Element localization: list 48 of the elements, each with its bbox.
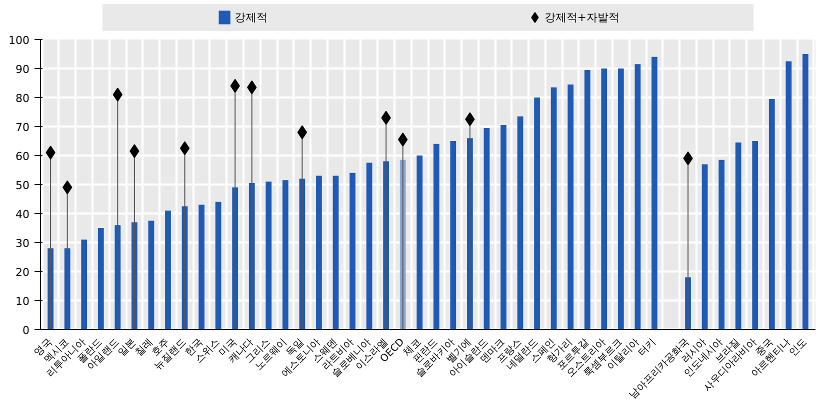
bar [718, 160, 724, 330]
legend-label: 강제적+자발적 [544, 11, 620, 24]
y-tick-label: 30 [16, 237, 30, 250]
bar [584, 70, 590, 330]
bar [266, 182, 272, 330]
y-tick-label: 70 [16, 121, 30, 134]
bar [786, 61, 792, 330]
bar [618, 68, 624, 330]
bar [81, 240, 88, 330]
bar [634, 64, 641, 330]
bar [652, 56, 658, 330]
bar [165, 210, 171, 330]
y-tick-label: 60 [16, 150, 30, 163]
bar [752, 141, 758, 330]
bar [433, 144, 440, 330]
y-tick-label: 20 [16, 266, 30, 279]
bar [282, 180, 288, 330]
bar [735, 142, 742, 330]
bar [198, 204, 204, 330]
bar [215, 202, 222, 330]
legend-label: 강제적 [234, 11, 268, 24]
bar [148, 220, 154, 330]
bar [98, 228, 104, 330]
bar [517, 116, 524, 330]
bar [484, 128, 490, 330]
point [180, 141, 190, 156]
bar [534, 98, 540, 330]
bar [316, 176, 322, 330]
bar [601, 68, 608, 330]
bar [332, 176, 339, 330]
point [297, 125, 308, 140]
y-tick-label: 90 [16, 63, 30, 76]
y-tick-label: 10 [16, 295, 30, 308]
bar [500, 125, 506, 330]
bar [350, 172, 356, 330]
bar [416, 156, 423, 330]
bar [366, 162, 372, 330]
bar [702, 164, 708, 330]
bar [768, 98, 775, 330]
bar [568, 84, 574, 330]
y-tick-label: 50 [16, 179, 30, 192]
y-tick-label: 40 [16, 208, 30, 221]
y-tick-label: 100 [8, 34, 30, 47]
bar [550, 87, 557, 330]
y-tick-label: 0 [22, 324, 30, 337]
bar [450, 141, 456, 330]
bar [802, 54, 808, 330]
y-tick-label: 80 [16, 92, 30, 105]
